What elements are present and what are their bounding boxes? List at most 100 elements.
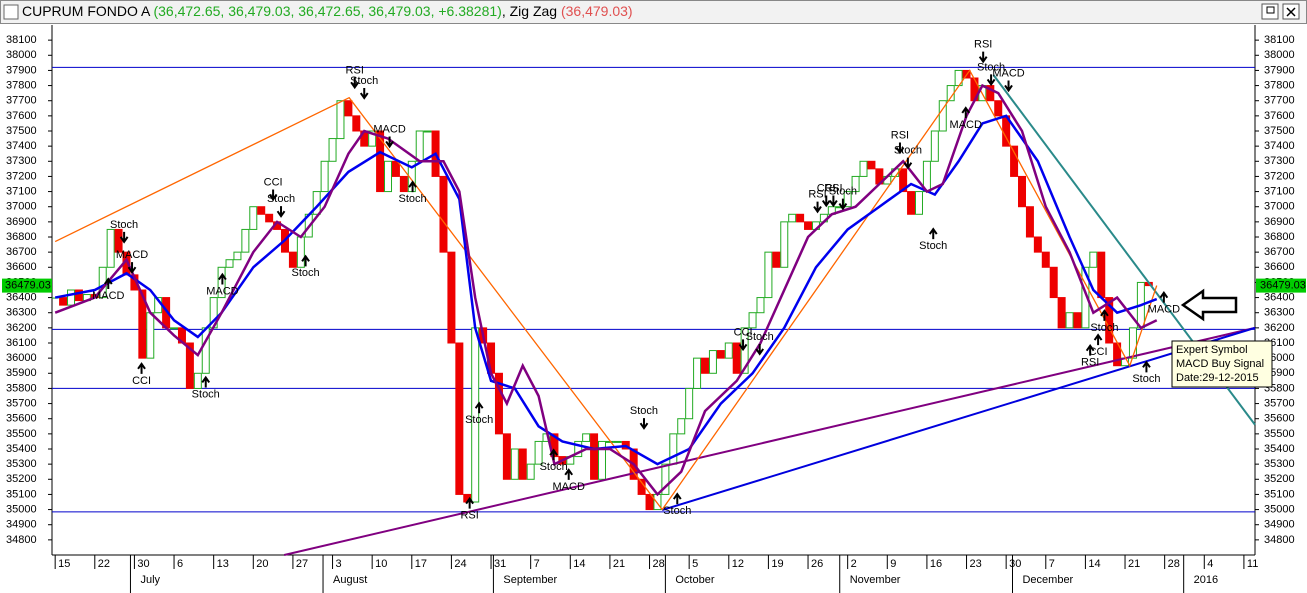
signal-label: Stoch [1090,322,1118,334]
signal-arrow [738,339,748,352]
candle [106,228,115,268]
candle [613,440,622,443]
y-tick-label-right: 37200 [1264,170,1295,182]
candle [1089,251,1098,268]
candle [708,350,717,374]
y-tick-label-right: 37900 [1264,64,1295,76]
candle [114,228,123,253]
signal-label: MACD [1148,304,1180,316]
y-tick-label-right: 35400 [1264,443,1295,455]
signal-arrow [838,198,848,211]
candle [685,387,694,420]
candle [423,130,432,133]
candle [296,236,305,268]
trend-line [283,326,1256,556]
candle [851,175,860,193]
candle [526,463,535,480]
x-tick-label: 28 [1168,558,1180,570]
candle [67,289,76,306]
y-tick-label-right: 38000 [1264,49,1295,61]
y-tick-label-right: 37100 [1264,185,1295,197]
month-label: October [675,574,714,586]
month-label: July [140,574,160,586]
chart-title: CUPRUM FONDO A [22,3,151,19]
x-tick-label: 3 [336,558,342,570]
y-tick-label: 34900 [6,519,37,531]
y-tick-label-right: 35200 [1264,473,1295,485]
candle [1081,266,1090,329]
y-tick-label: 34800 [6,534,37,546]
candle [534,440,543,465]
signal-label: CCI [132,375,151,387]
x-tick-label: 12 [732,558,744,570]
signal-arrow [813,201,822,214]
candle [391,160,400,177]
close-icon [1286,7,1296,17]
candle [756,297,765,314]
candle [701,357,710,374]
candle [384,160,393,193]
signal-label: CCI [734,326,753,338]
y-tick-label-right: 37500 [1264,125,1295,137]
candle [146,312,155,359]
y-tick-label-right: 36300 [1264,307,1295,319]
candle [843,191,852,208]
candle [518,448,527,480]
y-tick-label: 37900 [6,64,37,76]
candle [1073,312,1082,329]
y-tick-label-right: 36200 [1264,322,1295,334]
x-tick-label: 14 [1088,558,1100,570]
signal-label: MACD [373,123,405,135]
y-tick-label: 36300 [6,307,37,319]
candle [447,251,456,344]
y-tick-label: 36400 [6,291,37,303]
candle [193,372,202,389]
candle [265,213,274,223]
candle [907,191,916,215]
y-tick-label-right: 36400 [1264,291,1295,303]
y-tick-label-right: 34800 [1264,534,1295,546]
candle [510,448,519,480]
candle [74,289,83,302]
y-tick-label: 35200 [6,473,37,485]
signal-label: Stoch [192,388,220,400]
candle [1065,312,1074,329]
signal-label: Stoch [110,219,138,231]
candle [455,342,464,495]
y-tick-label-right: 37700 [1264,95,1295,107]
candle [336,100,345,140]
signal-label: RSI [1081,357,1099,369]
signal-arrow [564,468,574,480]
candle [574,440,583,458]
y-tick-label: 36200 [6,322,37,334]
y-tick-label-right: 35500 [1264,428,1295,440]
y-tick-label: 37300 [6,155,37,167]
x-tick-label: 21 [1128,558,1140,570]
candle [1097,251,1106,299]
x-tick-label: 22 [98,558,110,570]
y-tick-label: 36800 [6,231,37,243]
title-line: CUPRUM FONDO A (36,472.65, 36,479.03, 36… [22,3,633,19]
candle [1018,175,1027,208]
x-tick-label: 16 [930,558,942,570]
candle [185,342,194,389]
signal-arrow [359,88,369,100]
candle [439,175,448,253]
candle [170,327,179,330]
month-label: 2016 [1194,574,1218,586]
signal-arrow [978,51,988,64]
candle [867,160,876,170]
candle [986,85,995,102]
x-tick-label: 6 [177,558,183,570]
signal-label: CCI [817,182,836,194]
candle [938,100,947,132]
tooltip-line: Expert Symbol [1176,344,1248,356]
moving-average [54,83,1158,497]
restore-button[interactable] [1261,3,1279,20]
candle [780,221,789,268]
y-tick-label: 35400 [6,443,37,455]
window-buttons[interactable] [1261,3,1300,20]
signal-label: Stoch [919,240,947,252]
candle [344,100,353,117]
